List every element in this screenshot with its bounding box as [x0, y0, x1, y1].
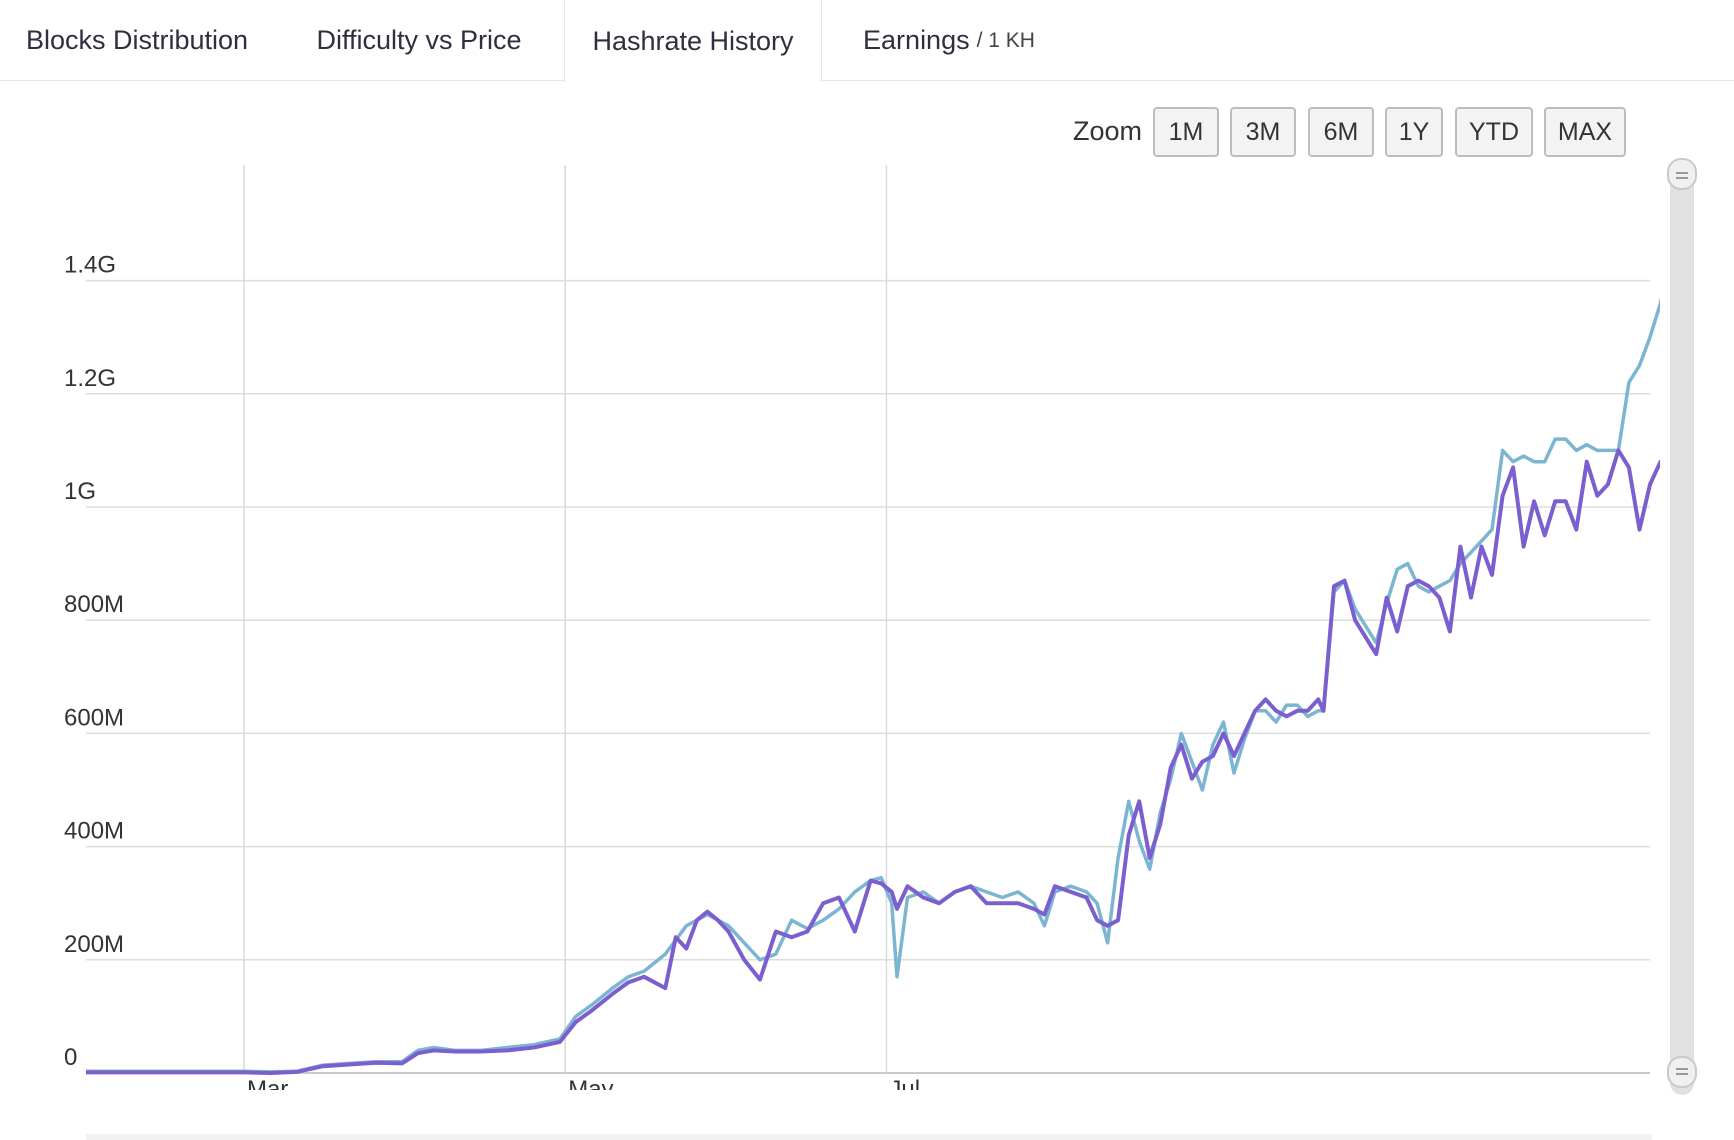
zoom-max-button[interactable]: MAX: [1544, 107, 1626, 157]
tab-blocks-distribution[interactable]: Blocks Distribution: [0, 0, 274, 81]
zoom-3m-button[interactable]: 3M: [1230, 107, 1296, 157]
y-tick-label: 600M: [64, 704, 124, 731]
tab-label: Difficulty vs Price: [316, 25, 522, 55]
chart-tab-bar: Blocks Distribution Difficulty vs Price …: [0, 0, 1734, 82]
navigator-strip: [86, 1134, 1652, 1140]
scrollbar-top-handle[interactable]: [1667, 158, 1697, 190]
y-tick-label: 1.4G: [64, 252, 116, 279]
x-tick-label: Mar: [247, 1076, 288, 1090]
series-line-2: [86, 448, 1660, 1075]
series-line-1: [86, 297, 1660, 1074]
zoom-1m-button[interactable]: 1M: [1153, 107, 1219, 157]
tab-label: Hashrate History: [592, 25, 794, 56]
zoom-6m-button[interactable]: 6M: [1308, 107, 1374, 157]
axis-labels: 0 200M 400M 600M 800M 1G 1.2G 1.4G Mar May Jul: [64, 252, 920, 1090]
zoom-1y-button[interactable]: 1Y: [1385, 107, 1443, 157]
tab-label: Earnings: [863, 25, 970, 55]
grid-lines: [86, 165, 1650, 1074]
x-tick-label: May: [568, 1076, 613, 1090]
scrollbar-bottom-handle[interactable]: [1667, 1056, 1697, 1088]
tab-earnings[interactable]: Earnings / 1 KH: [822, 0, 1076, 81]
tab-label: Blocks Distribution: [25, 25, 249, 55]
x-tick-label: Jul: [889, 1076, 920, 1090]
y-tick-label: 400M: [64, 818, 124, 845]
y-tick-label: 200M: [64, 931, 124, 958]
y-tick-label: 0: [64, 1044, 77, 1071]
tab-difficulty-vs-price[interactable]: Difficulty vs Price: [274, 0, 564, 81]
zoom-ytd-button[interactable]: YTD: [1455, 107, 1533, 157]
series-lines: [86, 297, 1660, 1075]
chart-vertical-scrollbar[interactable]: [1670, 165, 1694, 1095]
y-tick-label: 800M: [64, 591, 124, 618]
y-tick-label: 1G: [64, 478, 96, 505]
y-tick-label: 1.2G: [64, 365, 116, 392]
hashrate-chart: 0 200M 400M 600M 800M 1G 1.2G 1.4G Mar May Jul: [64, 165, 1660, 1090]
tab-label-suffix: / 1 KH: [976, 28, 1035, 52]
tab-hashrate-history[interactable]: Hashrate History: [564, 0, 822, 82]
zoom-label: Zoom: [1073, 116, 1143, 146]
